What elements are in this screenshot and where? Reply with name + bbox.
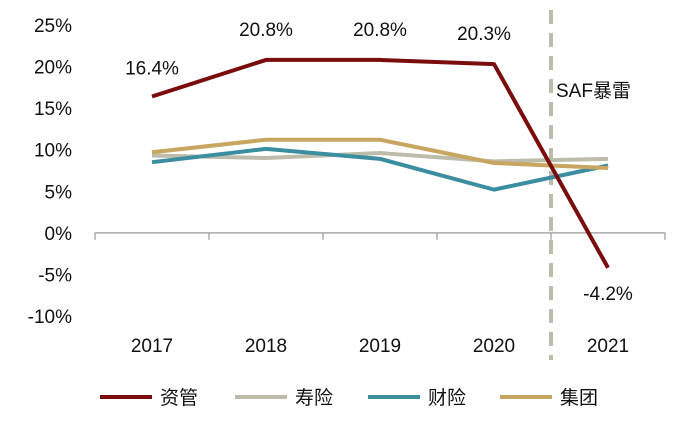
data-label: 16.4% xyxy=(125,59,179,80)
series-line-集团 xyxy=(151,137,609,171)
x-tick-label: 2020 xyxy=(473,336,515,357)
y-tick-label: 10% xyxy=(34,141,72,162)
y-tick-label: 20% xyxy=(34,58,72,79)
data-label: 20.8% xyxy=(239,20,293,41)
x-tick-label: 2017 xyxy=(131,336,173,357)
x-tick-label: 2019 xyxy=(359,336,401,357)
y-tick-label: 5% xyxy=(45,182,73,203)
y-tick-label: -5% xyxy=(38,265,72,286)
y-tick-label: -10% xyxy=(28,307,72,328)
legend-label: 寿险 xyxy=(295,387,333,409)
series-line-寿险 xyxy=(151,151,609,164)
legend-label: 资管 xyxy=(160,387,198,409)
data-label: -4.2% xyxy=(583,284,633,305)
legend-label: 集团 xyxy=(560,387,598,409)
y-tick-label: 25% xyxy=(34,16,72,37)
annotation-label: SAF暴雷 xyxy=(556,81,631,102)
data-label: 20.3% xyxy=(457,24,511,45)
series-line-财险 xyxy=(151,146,609,192)
data-label: 20.8% xyxy=(353,20,407,41)
y-tick-label: 15% xyxy=(34,99,72,120)
x-tick-label: 2018 xyxy=(245,336,287,357)
legend-label: 财险 xyxy=(428,387,466,409)
y-tick-label: 0% xyxy=(45,224,73,245)
series-line-资管 xyxy=(151,57,610,269)
x-tick-label: 2021 xyxy=(587,336,629,357)
